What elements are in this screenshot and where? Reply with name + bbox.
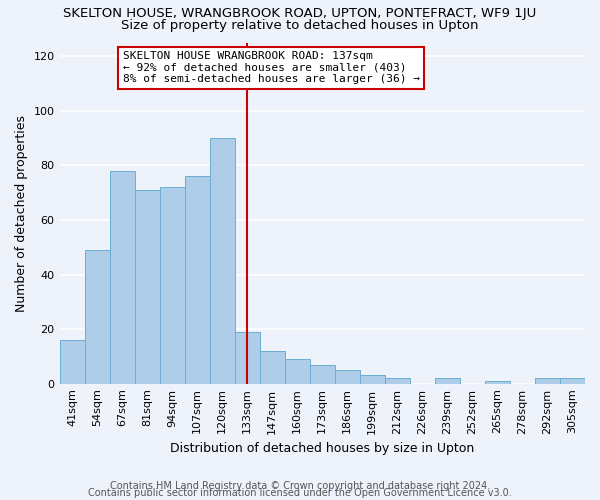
Y-axis label: Number of detached properties: Number of detached properties xyxy=(15,114,28,312)
Bar xyxy=(535,378,560,384)
Bar xyxy=(285,359,310,384)
Bar xyxy=(59,340,85,384)
Bar xyxy=(310,364,335,384)
Text: Size of property relative to detached houses in Upton: Size of property relative to detached ho… xyxy=(121,18,479,32)
Bar xyxy=(110,171,134,384)
Bar xyxy=(85,250,110,384)
Bar xyxy=(385,378,410,384)
Bar xyxy=(335,370,360,384)
Bar xyxy=(360,376,385,384)
Bar xyxy=(160,187,185,384)
Bar xyxy=(485,381,510,384)
Bar xyxy=(134,190,160,384)
Bar xyxy=(560,378,585,384)
X-axis label: Distribution of detached houses by size in Upton: Distribution of detached houses by size … xyxy=(170,442,475,455)
Text: SKELTON HOUSE WRANGBROOK ROAD: 137sqm
← 92% of detached houses are smaller (403): SKELTON HOUSE WRANGBROOK ROAD: 137sqm ← … xyxy=(122,51,419,84)
Text: Contains HM Land Registry data © Crown copyright and database right 2024.: Contains HM Land Registry data © Crown c… xyxy=(110,481,490,491)
Bar xyxy=(435,378,460,384)
Bar xyxy=(235,332,260,384)
Text: SKELTON HOUSE, WRANGBROOK ROAD, UPTON, PONTEFRACT, WF9 1JU: SKELTON HOUSE, WRANGBROOK ROAD, UPTON, P… xyxy=(64,8,536,20)
Bar xyxy=(185,176,209,384)
Text: Contains public sector information licensed under the Open Government Licence v3: Contains public sector information licen… xyxy=(88,488,512,498)
Bar xyxy=(209,138,235,384)
Bar xyxy=(260,351,285,384)
